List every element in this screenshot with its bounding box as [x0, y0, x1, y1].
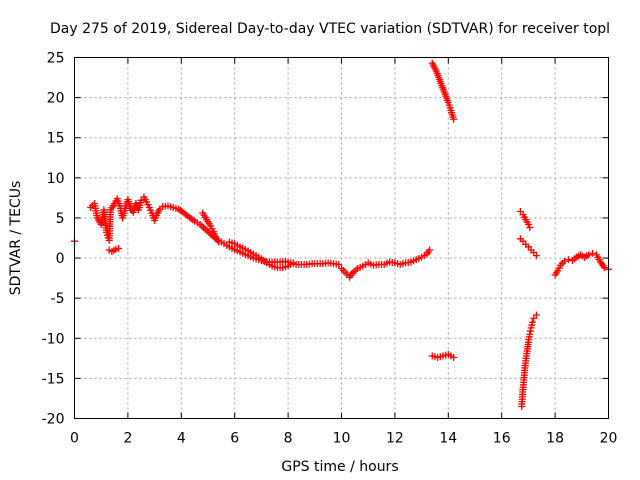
- y-tick-label: -15: [42, 371, 65, 387]
- x-tick-label: 14: [439, 431, 457, 447]
- data-point: [524, 220, 532, 228]
- y-tick-label: 20: [47, 91, 65, 107]
- x-axis-label: GPS time / hours: [281, 459, 398, 475]
- x-tick-label: 6: [230, 431, 239, 447]
- x-tick-label: 2: [123, 431, 132, 447]
- y-tick-label: -10: [42, 331, 65, 347]
- y-tick-label: 0: [56, 251, 65, 267]
- data-point: [350, 268, 358, 276]
- y-tick-label: 5: [56, 211, 65, 227]
- data-point: [526, 327, 534, 335]
- data-point: [215, 238, 223, 246]
- y-tick-label: -20: [42, 412, 65, 428]
- data-point: [450, 354, 458, 362]
- x-tick-label: 20: [600, 431, 618, 447]
- data-point: [205, 228, 213, 236]
- y-axis-label: SDTVAR / TECUs: [8, 181, 24, 296]
- x-tick-label: 18: [546, 431, 564, 447]
- x-tick-label: 10: [333, 431, 351, 447]
- data-point: [584, 251, 592, 259]
- data-point: [526, 224, 534, 232]
- x-tick-label: 8: [284, 431, 293, 447]
- x-tick-label: 4: [177, 431, 186, 447]
- data-point: [528, 318, 536, 326]
- data-point: [115, 244, 123, 252]
- y-tick-label: 15: [47, 131, 65, 147]
- data-point: [600, 264, 608, 272]
- data-point: [450, 115, 458, 123]
- y-tick-label: -5: [51, 291, 65, 307]
- data-point: [526, 330, 534, 338]
- data-point: [201, 225, 209, 233]
- data-point: [335, 260, 343, 268]
- chart-grid: [74, 57, 609, 419]
- data-point: [532, 252, 540, 260]
- data-point: [200, 224, 208, 232]
- x-tick-label: 0: [70, 431, 79, 447]
- x-axis: 0 2 4 6 8 10 12 14 16 18 20: [70, 57, 618, 447]
- data-point: [289, 259, 297, 267]
- data-point: [588, 249, 596, 257]
- x-tick-label: 12: [386, 431, 404, 447]
- y-axis: -20 -15 -10 -5 0 5 10 15 20 25: [42, 51, 609, 428]
- x-tick-label: 16: [493, 431, 511, 447]
- data-point: [560, 257, 568, 265]
- series-sdtvar: [71, 59, 612, 410]
- data-point: [198, 222, 206, 230]
- chart-title: Day 275 of 2019, Sidereal Day-to-day VTE…: [50, 21, 610, 37]
- data-point: [564, 256, 572, 264]
- y-tick-label: 10: [47, 171, 65, 187]
- data-point: [426, 246, 434, 254]
- y-tick-label: 25: [47, 51, 65, 67]
- data-point: [532, 311, 540, 319]
